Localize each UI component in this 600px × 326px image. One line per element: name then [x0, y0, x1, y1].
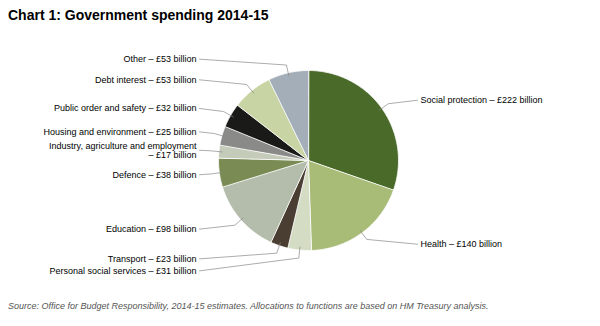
svg-text:Social protection – £222 billi: Social protection – £222 billion	[421, 95, 543, 105]
svg-text:Other – £53 billion: Other – £53 billion	[123, 54, 196, 64]
svg-text:Debt interest – £53 billion: Debt interest – £53 billion	[95, 75, 197, 85]
svg-text:Health – £140 billion: Health – £140 billion	[421, 239, 503, 249]
svg-text:Housing and environment – £25: Housing and environment – £25 billion	[43, 127, 196, 137]
svg-text:Public order and safety – £32: Public order and safety – £32 billion	[54, 103, 197, 113]
svg-text:Industry, agriculture and empl: Industry, agriculture and employment– £1…	[49, 141, 197, 160]
html-text:Chart 1: Government spending 2: Chart 1: Government spending 2014-15	[8, 7, 269, 23]
svg-text:Defence – £38 billion: Defence – £38 billion	[112, 170, 196, 180]
svg-text:Personal social services – £31: Personal social services – £31 billion	[49, 266, 196, 276]
svg-text:Transport – £23 billion: Transport – £23 billion	[108, 254, 197, 264]
svg-text:Education – £98 billion: Education – £98 billion	[106, 224, 197, 234]
html-text:Source: Office for Budget Resp: Source: Office for Budget Responsibility…	[8, 301, 489, 311]
